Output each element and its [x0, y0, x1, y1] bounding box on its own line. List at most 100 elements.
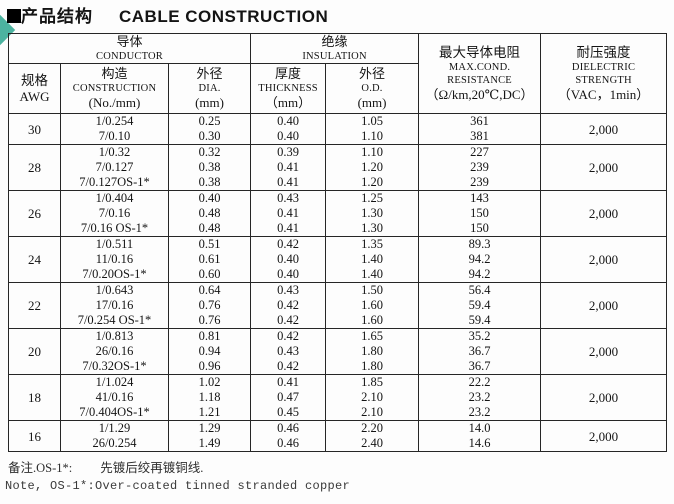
note-en: Note, OS-1*:Over-coated tinned stranded …: [5, 479, 351, 493]
thickness-cell: 0.39: [250, 144, 327, 160]
table-row: 7/0.16 OS-1* 0.48 0.41 1.30 150: [9, 221, 667, 237]
table-row: 7/0.254 OS-1* 0.76 0.42 1.60 59.4: [9, 313, 667, 329]
construction-cell: 1/1.29: [60, 420, 169, 436]
thickness-unit: （mm）: [264, 95, 312, 110]
note-zh-label: 备注.OS-1*:: [8, 461, 73, 475]
construction-cell: 7/0.404OS-1*: [60, 405, 169, 421]
awg-cell: 30: [8, 113, 61, 145]
construction-cell: 1/0.511: [60, 236, 169, 252]
dielectric-label-en1: DIELECTRIC: [571, 62, 636, 73]
page-title: 产品结构 CABLE CONSTRUCTION: [7, 2, 328, 27]
resistance-cell: 239: [418, 175, 542, 191]
conductor-group-header: 导体 CONDUCTOR: [7, 33, 252, 64]
resistance-cell: 59.4: [418, 298, 542, 313]
thickness-cell: 0.40: [250, 252, 327, 267]
od-cell: 1.20: [325, 175, 420, 191]
construction-column-header: 构造 CONSTRUCTION (No./mm): [60, 63, 169, 114]
dielectric-cell: 2,000: [540, 328, 668, 375]
construction-cell: 11/0.16: [60, 252, 169, 267]
od-cell: 1.10: [325, 129, 420, 145]
od-cell: 1.30: [325, 221, 420, 237]
resistance-cell: 150: [418, 206, 542, 221]
header-row-columns: 规格 AWG 构造 CONSTRUCTION (No./mm) 外径 DIA. …: [8, 63, 667, 114]
thickness-cell: 0.41: [250, 206, 327, 221]
table-row: 26/0.254 1.49 0.46 2.40 14.6: [9, 436, 667, 452]
table-row: 20 1/0.813 0.81 0.42 1.65 35.2 2,000: [8, 328, 668, 375]
construction-cell: 7/0.10: [60, 129, 169, 145]
dielectric-unit: （VAC，1min）: [557, 87, 650, 102]
table-row: 17/0.16 0.76 0.42 1.60 59.4: [9, 298, 667, 313]
resistance-cell: 361: [418, 113, 542, 129]
dia-cell: 0.96: [167, 359, 252, 375]
thickness-cell: 0.47: [250, 390, 327, 405]
resistance-cell: 150: [418, 221, 542, 237]
table-row: 7/0.127 0.38 0.41 1.20 239: [9, 160, 667, 175]
dia-cell: 0.76: [167, 298, 252, 313]
table-row: 41/0.16 1.18 0.47 2.10 23.2: [9, 390, 667, 405]
dia-label-en: DIA.: [198, 83, 221, 94]
construction-cell: 1/0.254: [60, 113, 169, 129]
dia-cell: 0.38: [167, 160, 252, 175]
dielectric-label-en2: STRENGTH: [575, 75, 632, 86]
resistance-cell: 56.4: [418, 282, 542, 298]
awg-label-en: AWG: [19, 89, 50, 104]
awg-cell: 26: [8, 190, 61, 237]
table-row: 22 1/0.643 0.64 0.43 1.50 56.4 2,000: [8, 282, 668, 329]
dielectric-cell: 2,000: [540, 190, 668, 237]
awg-cell: 16: [8, 420, 61, 452]
awg-cell: 28: [8, 144, 61, 191]
thickness-cell: 0.41: [250, 160, 327, 175]
dia-cell: 1.18: [167, 390, 252, 405]
awg-cell: 18: [8, 374, 61, 421]
dia-cell: 0.81: [167, 328, 252, 344]
resistance-cell: 94.2: [418, 252, 542, 267]
title-bullet-square-icon: [7, 9, 21, 23]
dia-column-header: 外径 DIA. (mm): [167, 63, 252, 114]
thickness-cell: 0.46: [250, 420, 327, 436]
construction-unit: (No./mm): [88, 95, 141, 110]
od-cell: 1.40: [325, 252, 420, 267]
resistance-cell: 59.4: [418, 313, 542, 329]
thickness-cell: 0.40: [250, 129, 327, 145]
dia-cell: 0.94: [167, 344, 252, 359]
header-row-groups: 导体 CONDUCTOR 绝缘 INSULATION 最大导体电阻 MAX.CO…: [7, 33, 668, 114]
od-cell: 2.10: [325, 405, 420, 421]
dia-cell: 1.02: [167, 374, 252, 390]
od-cell: 1.80: [325, 344, 420, 359]
page-title-en: CABLE CONSTRUCTION: [119, 7, 329, 26]
construction-cell: 1/0.32: [60, 144, 169, 160]
resistance-cell: 22.2: [418, 374, 542, 390]
resistance-cell: 14.6: [418, 436, 542, 452]
construction-cell: 1/1.024: [60, 374, 169, 390]
od-cell: 1.60: [325, 298, 420, 313]
resistance-column-header: 最大导体电阻 MAX.COND. RESISTANCE （Ω/km,20℃,DC…: [418, 33, 542, 114]
thickness-label-en: THICKNESS: [258, 83, 318, 94]
construction-cell: 17/0.16: [60, 298, 169, 313]
table-row: 30 1/0.254 0.25 0.40 1.05 361 2,000: [8, 113, 668, 145]
od-unit: (mm): [357, 95, 387, 110]
od-column-header: 外径 O.D. (mm): [325, 63, 420, 114]
awg-cell: 22: [8, 282, 61, 329]
od-cell: 2.20: [325, 420, 420, 436]
thickness-cell: 0.42: [250, 236, 327, 252]
dia-cell: 0.64: [167, 282, 252, 298]
resistance-cell: 239: [418, 160, 542, 175]
thickness-cell: 0.45: [250, 405, 327, 421]
construction-cell: 26/0.254: [60, 436, 169, 452]
thickness-cell: 0.46: [250, 436, 327, 452]
conductor-group-label-zh: 导体: [116, 34, 143, 49]
construction-cell: 7/0.127OS-1*: [60, 175, 169, 191]
table-row: 16 1/1.29 1.29 0.46 2.20 14.0 2,000: [8, 420, 668, 452]
construction-cell: 26/0.16: [60, 344, 169, 359]
awg-cell: 20: [8, 328, 61, 375]
construction-cell: 41/0.16: [60, 390, 169, 405]
dia-cell: 0.40: [167, 190, 252, 206]
dielectric-cell: 2,000: [540, 420, 668, 452]
dielectric-column-header: 耐压强度 DIELECTRIC STRENGTH （VAC，1min）: [540, 33, 668, 114]
resistance-cell: 89.3: [418, 236, 542, 252]
dia-cell: 1.29: [167, 420, 252, 436]
cable-construction-table: 导体 CONDUCTOR 绝缘 INSULATION 最大导体电阻 MAX.CO…: [7, 33, 668, 452]
construction-cell: 7/0.16 OS-1*: [60, 221, 169, 237]
construction-cell: 1/0.643: [60, 282, 169, 298]
dia-cell: 1.21: [167, 405, 252, 421]
